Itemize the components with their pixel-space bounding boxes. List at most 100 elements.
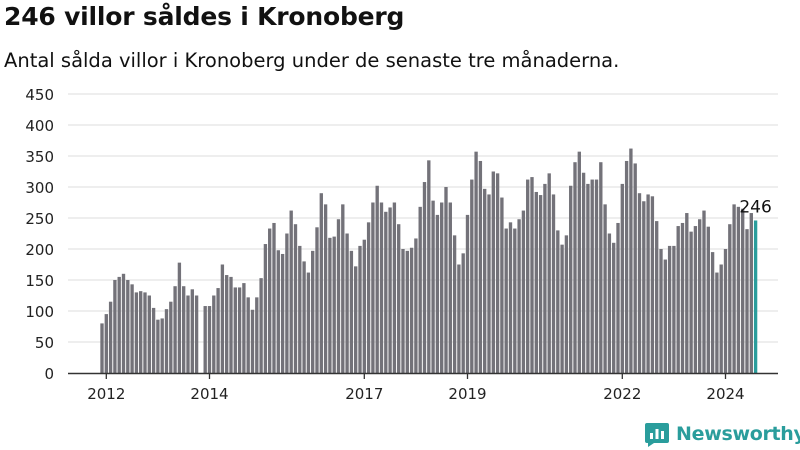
bar: [302, 261, 306, 373]
bar: [328, 237, 332, 373]
bar: [207, 306, 212, 373]
bar: [341, 204, 345, 373]
bar: [723, 249, 728, 373]
bar: [358, 245, 362, 373]
bar: [620, 183, 624, 373]
bar: [440, 202, 444, 373]
bar: [414, 238, 418, 373]
bar: [156, 319, 160, 373]
bar: [710, 252, 715, 373]
bar: [431, 200, 435, 373]
bar: [633, 163, 637, 373]
bar-chart: 0 50 100 150 200 250 300 350 400 450 2012 2014 2017…: [25, 86, 778, 403]
y-tick-label: 400: [25, 117, 54, 135]
bar: [676, 226, 680, 373]
bar: [624, 160, 629, 373]
bar: [719, 264, 723, 373]
bar: [169, 301, 173, 373]
bar: [147, 295, 151, 373]
bar: [121, 273, 126, 373]
bar: [319, 193, 323, 373]
bar: [289, 210, 293, 373]
bar: [293, 224, 298, 373]
bar: [500, 197, 504, 373]
bar: [336, 219, 341, 373]
bar: [113, 280, 117, 373]
bar: [603, 204, 607, 373]
bar: [250, 309, 255, 373]
bar: [216, 288, 220, 373]
bar: [663, 259, 667, 373]
bar: [706, 226, 710, 373]
bar: [560, 244, 564, 373]
bar: [715, 272, 719, 373]
bar: [272, 222, 276, 373]
bar: [650, 196, 655, 373]
bar: [698, 219, 702, 373]
y-tick-label: 250: [25, 210, 54, 228]
bar: [586, 183, 590, 373]
bar: [508, 222, 513, 373]
data-label-latest: 246: [739, 197, 771, 217]
bar: [186, 295, 190, 373]
annotations: 246: [739, 197, 771, 217]
bar: [483, 188, 487, 373]
bar: [255, 297, 259, 373]
bar: [268, 228, 272, 373]
bar: [306, 272, 311, 373]
bar: [108, 301, 113, 373]
bar: [151, 307, 156, 373]
chart-title: 246 villor såldes i Kronoberg: [4, 2, 405, 31]
bar: [504, 228, 508, 373]
bar: [491, 171, 495, 373]
bar: [637, 193, 642, 373]
bar: [362, 239, 366, 373]
brand-logo: Newsworthy: [644, 420, 800, 448]
bar: [126, 280, 130, 373]
y-tick-label: 350: [25, 148, 54, 166]
bar: [594, 179, 599, 373]
bar: [521, 210, 526, 373]
bar: [741, 208, 745, 373]
bar: [530, 177, 534, 373]
bar: [470, 179, 474, 373]
bar: [104, 314, 108, 373]
y-tick-label: 150: [25, 272, 54, 290]
bar: [388, 207, 392, 373]
bar: [242, 283, 246, 373]
bar: [405, 250, 409, 373]
bar: [693, 226, 698, 373]
bar: [612, 242, 616, 373]
bar: [397, 224, 401, 373]
y-tick-label: 300: [25, 179, 54, 197]
bar: [659, 249, 663, 373]
bar: [452, 235, 457, 373]
bar: [444, 187, 448, 373]
bar: [599, 162, 603, 373]
bar: [569, 185, 573, 373]
newsworthy-logo-icon: [645, 423, 669, 447]
bar: [513, 228, 517, 373]
bar: [629, 148, 633, 373]
bar: [689, 231, 693, 373]
bar: [581, 172, 586, 373]
y-tick-label: 200: [25, 241, 54, 259]
x-tick-label: 2017: [345, 385, 383, 403]
bar: [349, 250, 354, 373]
bar: [134, 292, 139, 373]
bar-latest: [753, 220, 758, 373]
bar: [117, 276, 121, 373]
bar: [728, 224, 732, 373]
bar: [564, 235, 569, 373]
bar: [667, 245, 672, 373]
bar: [474, 151, 478, 373]
bar: [409, 247, 414, 373]
bar: [495, 173, 500, 373]
bar: [672, 245, 676, 373]
bar: [298, 245, 302, 373]
bar: [173, 286, 177, 373]
bar: [384, 211, 388, 373]
bar: [573, 162, 577, 373]
x-tick-label: 2024: [706, 385, 744, 403]
bar: [315, 227, 319, 373]
